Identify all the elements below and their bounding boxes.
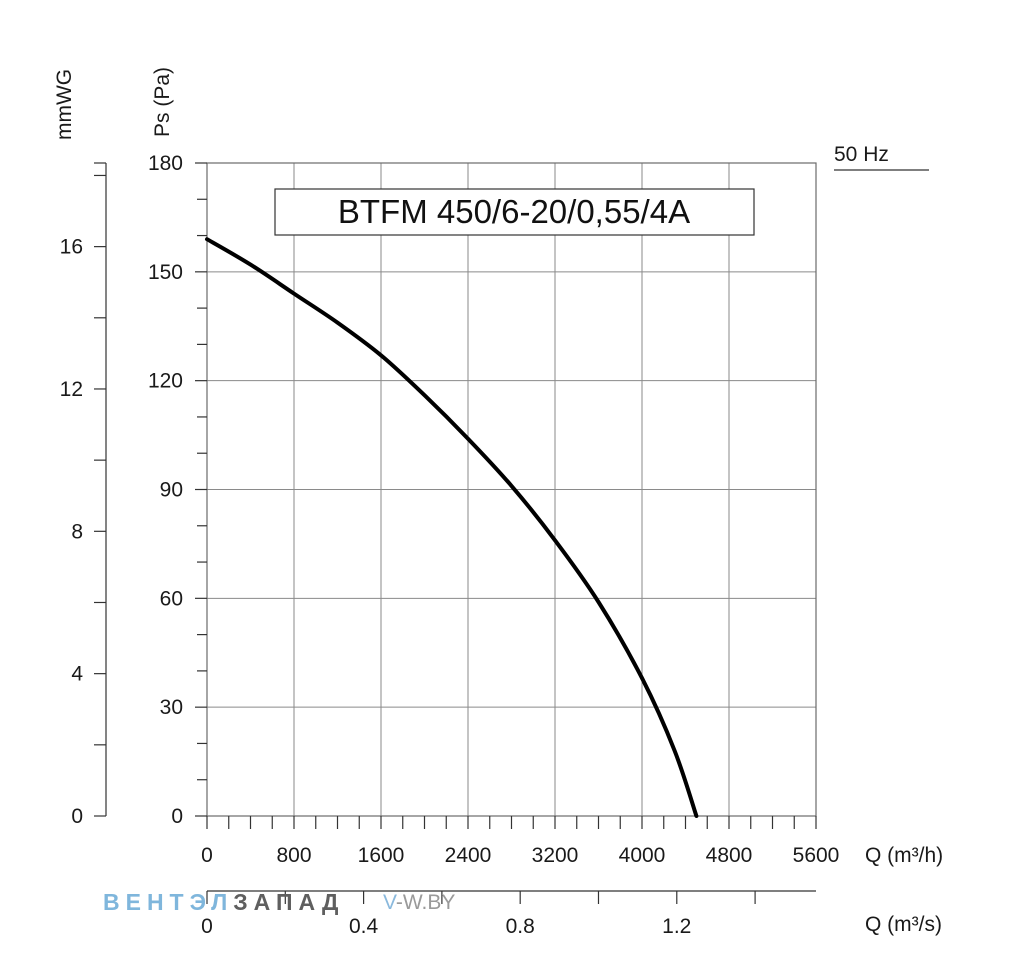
m3h-tick-label: 4800 bbox=[706, 844, 753, 867]
pa-tick-label: 180 bbox=[148, 152, 183, 175]
m3s-axis-title: Q (m³/s) bbox=[865, 913, 942, 936]
mmwg-tick-label: 16 bbox=[60, 236, 83, 259]
pa-tick-label: 0 bbox=[171, 805, 183, 828]
model-title-box bbox=[274, 188, 755, 236]
m3h-tick-label: 800 bbox=[276, 844, 311, 867]
mmwg-tick-label: 8 bbox=[71, 520, 83, 543]
m3h-tick-label: 4000 bbox=[619, 844, 666, 867]
m3h-tick-label: 5600 bbox=[793, 844, 840, 867]
pa-tick-label: 30 bbox=[160, 696, 183, 719]
m3h-tick-label: 0 bbox=[201, 844, 213, 867]
model-title: BTFM 450/6-20/0,55/4A bbox=[338, 193, 690, 230]
m3h-tick-label: 2400 bbox=[445, 844, 492, 867]
m3h-tick-label: 3200 bbox=[532, 844, 579, 867]
mmwg-axis-title: mmWG bbox=[53, 69, 76, 140]
m3s-tick-label: 0.8 bbox=[506, 915, 535, 938]
m3h-tick-label: 1600 bbox=[358, 844, 405, 867]
watermark-url-part2: -W.BY bbox=[396, 891, 456, 914]
m3s-axis: 0 0.4 0.8 1.2 bbox=[201, 890, 816, 938]
grid bbox=[206, 162, 817, 817]
watermark-brand: ВЕНТЭЛЗАПАД bbox=[103, 889, 344, 915]
pa-axis-title: Ps (Pa) bbox=[151, 67, 174, 137]
pa-tick-label: 60 bbox=[160, 587, 183, 610]
watermark-brand-part1: ВЕНТЭЛ bbox=[103, 889, 233, 915]
mmwg-tick-label: 0 bbox=[71, 805, 83, 828]
frequency-label: 50 Hz bbox=[834, 143, 889, 166]
watermark-url: V-W.BY bbox=[383, 891, 455, 914]
pa-tick-label: 90 bbox=[160, 479, 183, 502]
pa-tick-label: 150 bbox=[148, 261, 183, 284]
mmwg-tick-label: 12 bbox=[60, 378, 83, 401]
m3h-axis: 0 800 1600 2400 3200 4000 4800 5600 bbox=[201, 816, 839, 867]
m3s-tick-label: 0.4 bbox=[349, 915, 379, 938]
pressure-flow-curve bbox=[205, 237, 699, 818]
mmwg-axis: 0 4 8 12 16 bbox=[60, 162, 107, 828]
watermark-url-part1: V bbox=[383, 891, 397, 914]
pa-tick-label: 120 bbox=[148, 370, 183, 393]
m3s-tick-label: 1.2 bbox=[662, 915, 691, 938]
pa-axis: 0 30 60 90 120 150 180 bbox=[148, 152, 207, 828]
watermark-brand-part2: ЗАПАД bbox=[233, 889, 344, 915]
mmwg-tick-label: 4 bbox=[71, 663, 83, 686]
m3s-tick-label: 0 bbox=[201, 915, 213, 938]
m3h-axis-title: Q (m³/h) bbox=[865, 844, 943, 867]
